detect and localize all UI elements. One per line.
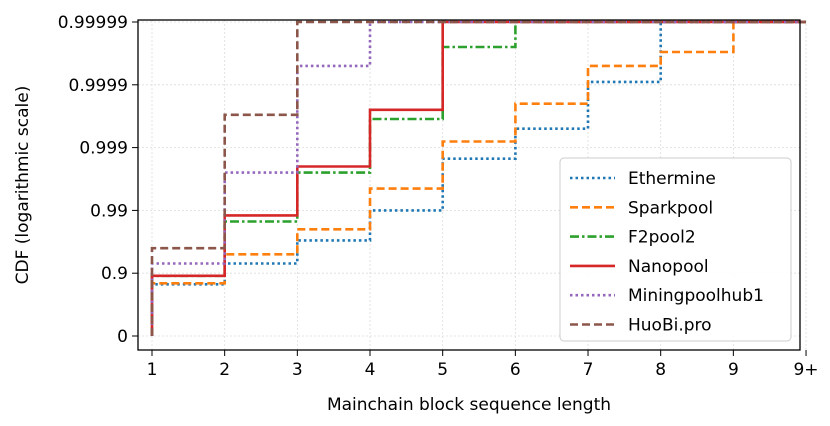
series-ethermine: [150, 20, 806, 336]
legend-entry: Miningpoolhub1: [570, 286, 764, 306]
series-sparkpool: [150, 20, 806, 336]
legend-box: [559, 157, 792, 342]
x-tick-label: 9: [728, 360, 739, 380]
x-tick-label: 9+: [793, 360, 818, 380]
y-tick-label: 0.999: [79, 139, 128, 159]
y-tick-label: 0.9999: [69, 76, 128, 96]
x-axis: 1 2 3 4 5 6 7 8 9 9+: [147, 350, 819, 380]
series-layer: [150, 20, 806, 336]
x-tick-label: 5: [437, 360, 448, 380]
x-tick-label: 8: [655, 360, 666, 380]
x-tick-label: 2: [219, 360, 230, 380]
x-tick-label: 4: [365, 360, 376, 380]
x-tick-label: 1: [147, 360, 158, 380]
y-axis: 0 0.9 0.99 0.999 0.9999 0.99999: [58, 13, 138, 347]
legend-label: Sparkpool: [628, 198, 713, 218]
y-tick-label: 0.9: [101, 264, 128, 284]
plot-frame: [137, 19, 801, 351]
series-huobi-pro: [150, 20, 806, 336]
x-axis-label: Mainchain block sequence length: [327, 395, 611, 415]
x-tick-label: 6: [510, 360, 521, 380]
y-axis-label: CDF (logarithmic scale): [13, 86, 33, 285]
legend: Ethermine Sparkpool F2pool2 Nanopool Miningp…: [559, 157, 792, 342]
legend-label: Nanopool: [628, 257, 709, 277]
legend-label: HuoBi.pro: [628, 316, 712, 336]
legend-label: Miningpoolhub1: [628, 286, 764, 306]
legend-entry: Sparkpool: [570, 198, 713, 218]
x-tick-label: 7: [583, 360, 594, 380]
legend-label: Ethermine: [628, 169, 716, 189]
y-tick-label: 0.99999: [58, 13, 128, 33]
legend-entry: Nanopool: [570, 257, 709, 277]
legend-label: F2pool2: [628, 228, 696, 248]
y-tick-label: 0: [117, 327, 128, 347]
legend-entry: F2pool2: [570, 228, 696, 248]
legend-entry: Ethermine: [570, 169, 716, 189]
x-tick-label: 3: [292, 360, 303, 380]
legend-entry: HuoBi.pro: [570, 316, 712, 336]
y-tick-label: 0.99: [90, 201, 128, 221]
